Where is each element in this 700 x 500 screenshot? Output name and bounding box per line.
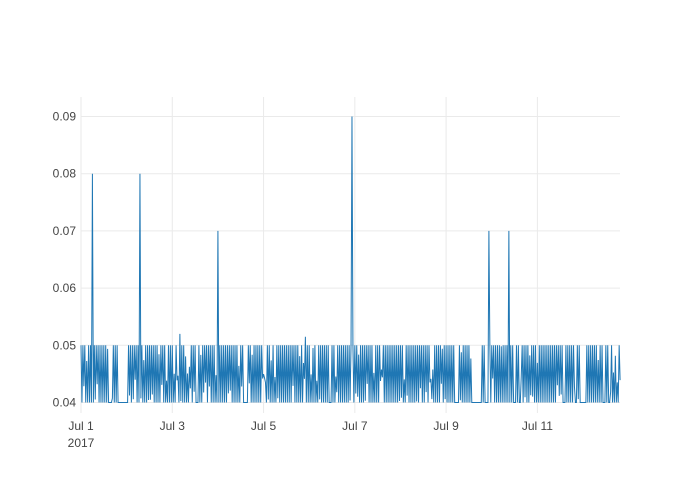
data-trace-layer xyxy=(80,116,621,403)
x-tick-label: Jul 11 xyxy=(522,419,553,433)
y-tick-label: 0.05 xyxy=(53,338,77,352)
y-tick-label: 0.04 xyxy=(53,396,77,410)
x-tick-label: Jul 9 xyxy=(433,419,459,433)
y-tick-label: 0.08 xyxy=(53,167,77,181)
x-tick-label: Jul 7 xyxy=(342,419,368,433)
x-tick-label: Jul 1 xyxy=(68,419,94,433)
y-tick-label: 0.06 xyxy=(53,281,77,295)
x-tick-year-label: 2017 xyxy=(68,436,95,450)
x-tick-label: Jul 5 xyxy=(251,419,277,433)
plot-area[interactable] xyxy=(81,97,620,413)
y-tick-label: 0.09 xyxy=(53,110,77,124)
axis-labels: 0.04 0.05 0.06 0.07 0.08 0.09 Jul 1 2017 Jul 3 Ju… xyxy=(53,110,554,451)
y-tick-label: 0.07 xyxy=(53,224,77,238)
series-line xyxy=(80,116,621,403)
x-tick-label: Jul 3 xyxy=(160,419,186,433)
